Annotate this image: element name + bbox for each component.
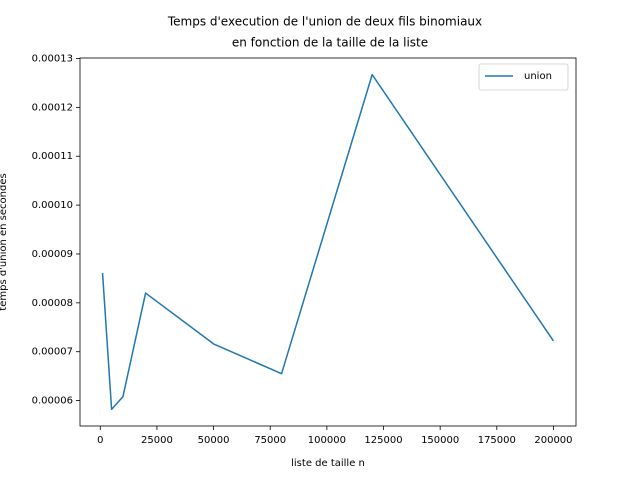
y-tick-label: 0.00010 (32, 200, 73, 211)
y-tick-label: 0.00007 (32, 347, 73, 358)
y-tick-label: 0.00009 (32, 249, 73, 260)
x-tick-label: 125000 (364, 435, 402, 446)
x-tick-label: 50000 (198, 435, 230, 446)
x-tick-label: 100000 (308, 435, 346, 446)
x-tick-label: 0 (97, 435, 103, 446)
x-tick-label: 200000 (534, 435, 572, 446)
x-tick-label: 25000 (141, 435, 173, 446)
x-tick-label: 75000 (254, 435, 286, 446)
y-axis-label: temps d'union en secondes (0, 173, 9, 310)
y-tick-label: 0.00013 (32, 53, 73, 64)
legend: union (478, 63, 569, 91)
x-axis-label: liste de taille n (291, 458, 365, 469)
chart-title: Temps d'execution de l'union de deux fil… (167, 15, 482, 29)
y-tick-label: 0.00008 (32, 298, 73, 309)
legend-box (478, 63, 569, 91)
legend-label: union (524, 71, 552, 82)
x-tick-label: 150000 (421, 435, 459, 446)
y-tick-label: 0.00006 (32, 396, 73, 407)
x-tick-label: 175000 (478, 435, 516, 446)
y-tick-label: 0.00011 (32, 151, 73, 162)
plot-frame (79, 57, 577, 427)
y-tick-label: 0.00012 (32, 102, 73, 113)
line-series (101, 73, 555, 411)
chart-title: en fonction de la taille de la liste (232, 36, 428, 50)
